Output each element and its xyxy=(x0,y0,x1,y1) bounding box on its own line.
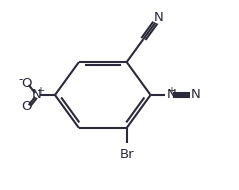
Text: N: N xyxy=(32,89,42,101)
Text: -: - xyxy=(19,73,23,86)
Text: N: N xyxy=(191,89,201,101)
Text: N: N xyxy=(154,11,164,24)
Text: +: + xyxy=(36,86,44,96)
Text: Br: Br xyxy=(119,148,134,161)
Text: N: N xyxy=(167,89,177,101)
Text: O: O xyxy=(21,77,32,89)
Text: +: + xyxy=(167,86,175,96)
Text: O: O xyxy=(21,101,32,113)
